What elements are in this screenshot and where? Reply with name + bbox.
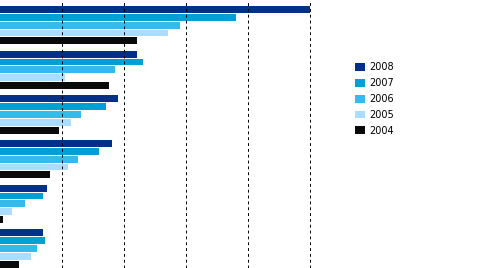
Bar: [0, 127, 59, 133]
Bar: [0, 253, 31, 260]
Bar: [0, 200, 25, 207]
Bar: [0, 261, 19, 267]
Bar: [0, 37, 136, 44]
Bar: [0, 171, 50, 178]
Bar: [0, 14, 235, 21]
Bar: [0, 29, 167, 36]
Bar: [0, 59, 142, 65]
Bar: [0, 51, 136, 58]
Bar: [0, 156, 78, 163]
Bar: [0, 229, 44, 236]
Bar: [0, 245, 37, 252]
Bar: [0, 163, 68, 170]
Bar: [0, 140, 112, 147]
Bar: [0, 22, 180, 29]
Bar: [0, 6, 310, 13]
Bar: [0, 111, 81, 118]
Bar: [0, 193, 44, 199]
Bar: [0, 103, 105, 110]
Bar: [0, 185, 47, 192]
Bar: [0, 82, 108, 89]
Bar: [0, 119, 71, 126]
Bar: [0, 237, 45, 244]
Bar: [0, 74, 65, 81]
Bar: [0, 95, 118, 102]
Legend: 2008, 2007, 2006, 2005, 2004: 2008, 2007, 2006, 2005, 2004: [351, 58, 398, 140]
Bar: [0, 216, 3, 223]
Bar: [0, 66, 115, 73]
Bar: [0, 148, 99, 155]
Bar: [0, 208, 13, 215]
